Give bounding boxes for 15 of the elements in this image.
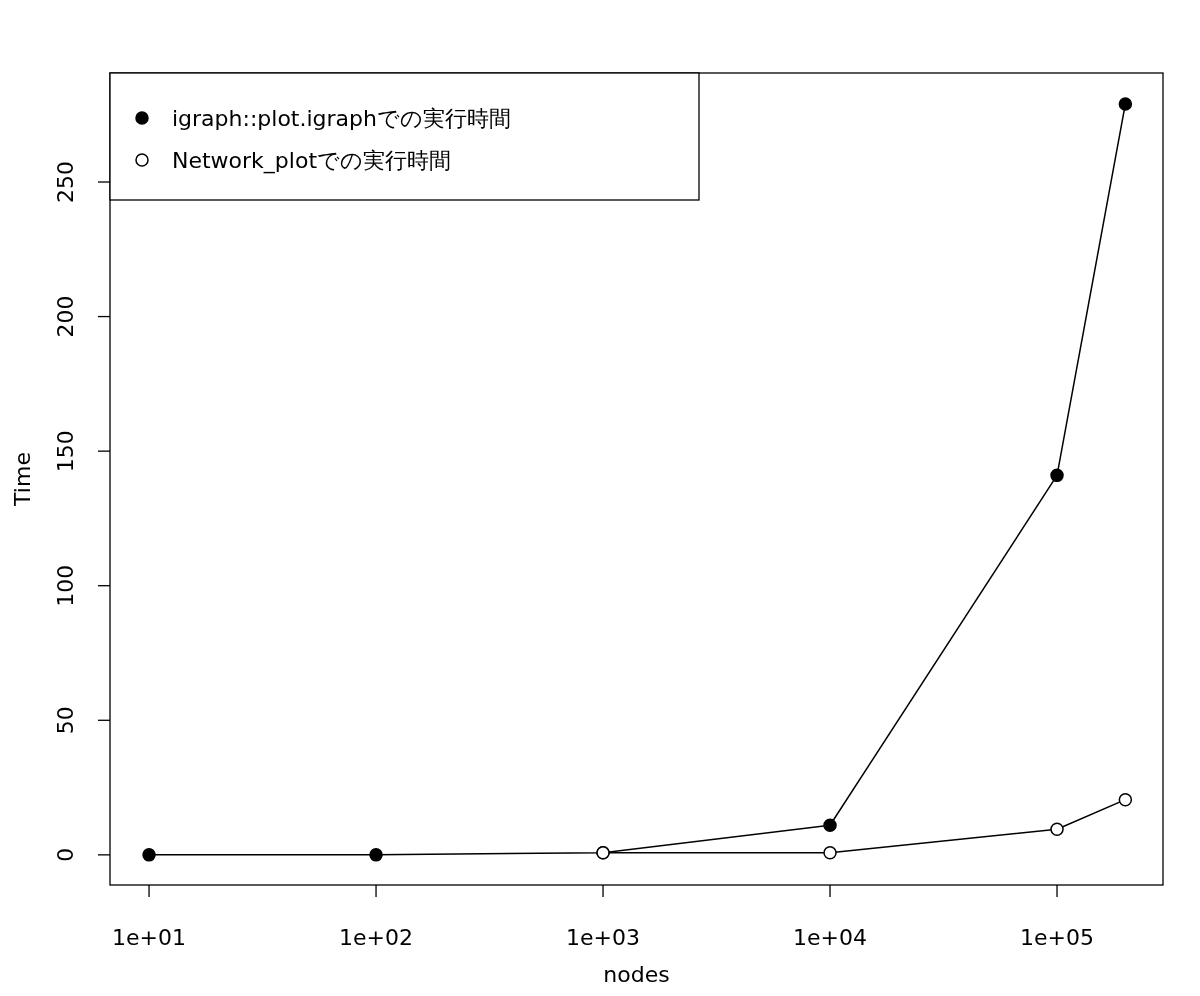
y-tick-label: 50 [53, 706, 78, 735]
x-tick-label: 1e+02 [339, 925, 414, 950]
legend-label: igraph::plot.igraphでの実行時間 [172, 106, 512, 131]
legend-label: Network_plotでの実行時間 [172, 148, 452, 174]
x-tick-label: 1e+01 [112, 925, 187, 950]
x-axis-title: nodes [603, 962, 670, 987]
x-tick-label: 1e+04 [793, 925, 868, 950]
y-tick-label: 200 [53, 295, 78, 338]
x-tick-label: 1e+03 [566, 925, 641, 950]
y-axis-title: Time [10, 452, 35, 507]
y-tick-label: 0 [53, 847, 78, 862]
x-tick-label: 1e+05 [1020, 925, 1095, 950]
y-tick-label: 250 [53, 161, 78, 203]
y-tick-label: 150 [53, 430, 78, 473]
y-tick-label: 100 [53, 564, 78, 607]
